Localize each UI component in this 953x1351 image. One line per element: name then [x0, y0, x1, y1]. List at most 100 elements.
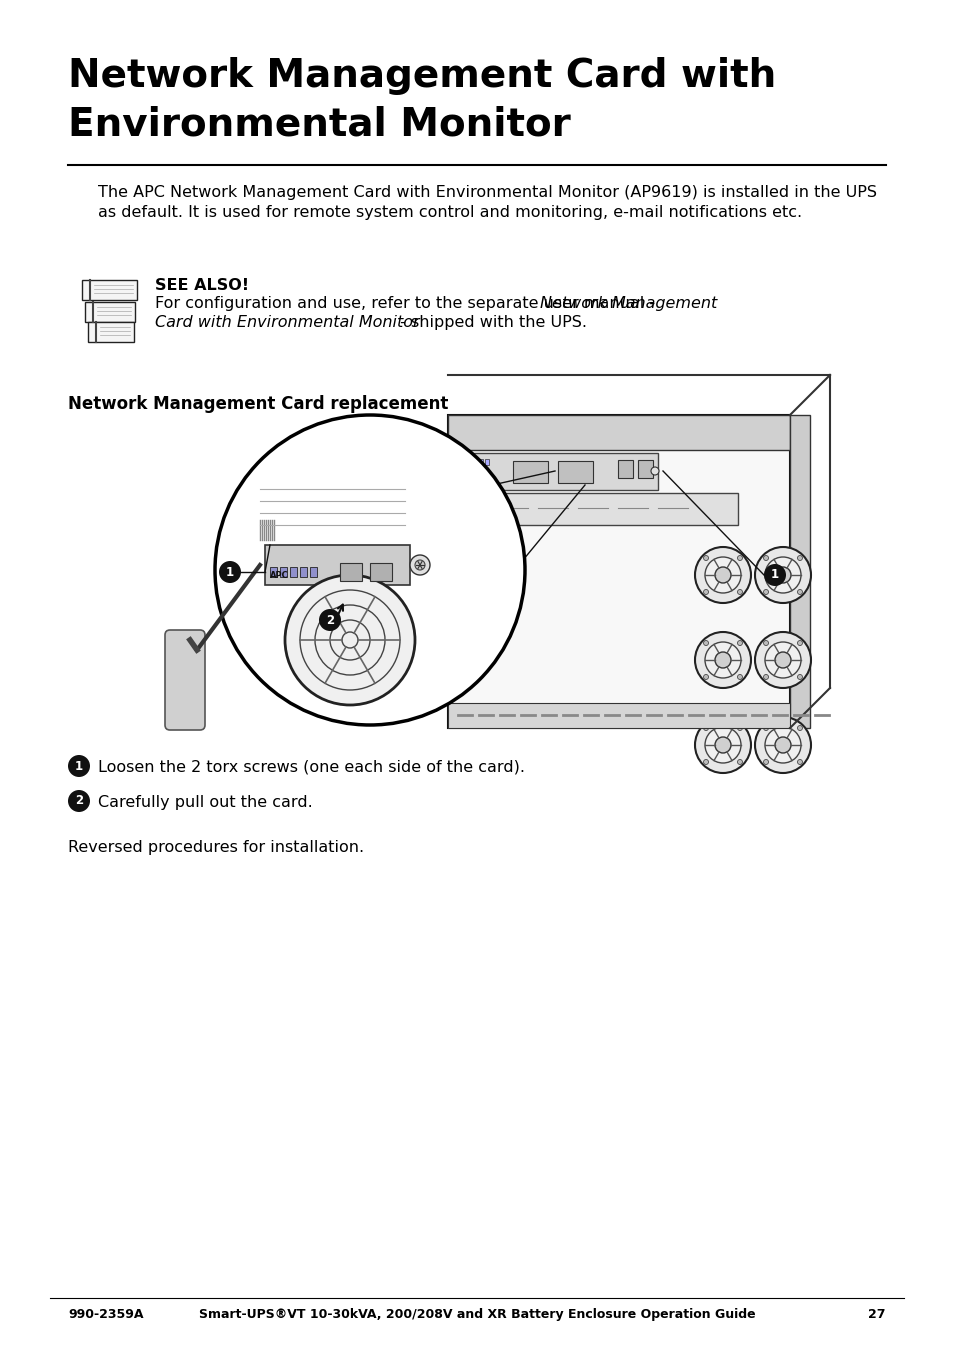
Circle shape — [702, 725, 708, 731]
Circle shape — [737, 674, 741, 680]
Text: SEE ALSO!: SEE ALSO! — [154, 278, 249, 293]
Text: Smart-UPS®VT 10-30kVA, 200/208V and XR Battery Enclosure Operation Guide: Smart-UPS®VT 10-30kVA, 200/208V and XR B… — [198, 1308, 755, 1321]
Circle shape — [762, 589, 768, 594]
Bar — [638, 459, 652, 478]
Bar — [478, 459, 482, 465]
Circle shape — [702, 589, 708, 594]
Circle shape — [797, 640, 801, 646]
FancyBboxPatch shape — [165, 630, 205, 730]
Text: as default. It is used for remote system control and monitoring, e-mail notifica: as default. It is used for remote system… — [98, 205, 801, 220]
Bar — [370, 563, 392, 581]
Text: Network Management Card with: Network Management Card with — [68, 57, 776, 95]
Circle shape — [695, 717, 750, 773]
Circle shape — [754, 717, 810, 773]
Bar — [513, 461, 547, 484]
Bar — [85, 303, 135, 322]
Circle shape — [737, 759, 741, 765]
Text: Network Management Card replacement: Network Management Card replacement — [68, 394, 448, 413]
Text: 27: 27 — [867, 1308, 885, 1321]
Text: 1: 1 — [770, 569, 779, 581]
Circle shape — [754, 632, 810, 688]
Circle shape — [762, 555, 768, 561]
Circle shape — [695, 632, 750, 688]
Text: 2: 2 — [326, 613, 334, 627]
Circle shape — [774, 738, 790, 753]
Text: APC: APC — [270, 571, 289, 580]
Circle shape — [737, 725, 741, 731]
Text: The APC Network Management Card with Environmental Monitor (AP9619) is installed: The APC Network Management Card with Env… — [98, 185, 876, 200]
Text: Carefully pull out the card.: Carefully pull out the card. — [98, 794, 313, 811]
Text: 2: 2 — [75, 794, 83, 808]
Bar — [460, 459, 464, 465]
Text: Card with Environmental Monitor: Card with Environmental Monitor — [154, 315, 419, 330]
Circle shape — [219, 561, 241, 584]
Circle shape — [797, 589, 801, 594]
Circle shape — [774, 653, 790, 667]
Circle shape — [737, 640, 741, 646]
Circle shape — [764, 557, 801, 593]
Text: Loosen the 2 torx screws (one each side of the card).: Loosen the 2 torx screws (one each side … — [98, 761, 524, 775]
Text: 1: 1 — [75, 759, 83, 773]
Circle shape — [415, 561, 424, 570]
Circle shape — [410, 555, 430, 576]
Circle shape — [762, 640, 768, 646]
Circle shape — [714, 567, 730, 584]
Bar — [280, 567, 287, 577]
Bar — [290, 567, 296, 577]
Bar — [473, 459, 476, 465]
Text: Reversed procedures for installation.: Reversed procedures for installation. — [68, 840, 364, 855]
Circle shape — [702, 674, 708, 680]
Text: Environmental Monitor: Environmental Monitor — [68, 105, 570, 143]
Circle shape — [702, 640, 708, 646]
Bar — [448, 415, 789, 450]
Bar — [299, 567, 307, 577]
Circle shape — [762, 725, 768, 731]
Circle shape — [704, 557, 740, 593]
Bar — [88, 322, 133, 342]
Circle shape — [797, 555, 801, 561]
Bar — [618, 459, 633, 478]
Circle shape — [695, 547, 750, 603]
Circle shape — [68, 790, 90, 812]
Bar — [484, 459, 489, 465]
Bar — [270, 567, 276, 577]
Bar — [82, 280, 137, 300]
Circle shape — [704, 642, 740, 678]
Circle shape — [764, 727, 801, 763]
Circle shape — [763, 563, 785, 586]
Text: Network Management: Network Management — [539, 296, 717, 311]
Circle shape — [702, 759, 708, 765]
Bar — [558, 461, 593, 484]
Bar — [339, 563, 361, 581]
Bar — [448, 703, 789, 728]
Circle shape — [285, 576, 415, 705]
Bar — [448, 415, 789, 728]
Bar — [310, 567, 316, 577]
Circle shape — [737, 555, 741, 561]
Circle shape — [797, 759, 801, 765]
Circle shape — [762, 759, 768, 765]
Circle shape — [68, 755, 90, 777]
Text: - shipped with the UPS.: - shipped with the UPS. — [395, 315, 586, 330]
Text: 990-2359A: 990-2359A — [68, 1308, 143, 1321]
Circle shape — [774, 567, 790, 584]
Circle shape — [318, 609, 340, 631]
Bar — [265, 544, 410, 585]
Circle shape — [737, 589, 741, 594]
Bar — [453, 493, 738, 526]
Circle shape — [650, 467, 659, 476]
Circle shape — [764, 642, 801, 678]
Circle shape — [754, 547, 810, 603]
Circle shape — [704, 727, 740, 763]
Bar — [453, 453, 658, 490]
Circle shape — [214, 415, 524, 725]
Circle shape — [702, 555, 708, 561]
Circle shape — [714, 738, 730, 753]
Text: APC: APC — [462, 469, 478, 476]
Bar — [467, 459, 471, 465]
Circle shape — [714, 653, 730, 667]
Bar — [789, 415, 809, 728]
Circle shape — [762, 674, 768, 680]
Text: For configuration and use, refer to the separate user manual -: For configuration and use, refer to the … — [154, 296, 659, 311]
Text: 1: 1 — [226, 566, 233, 578]
